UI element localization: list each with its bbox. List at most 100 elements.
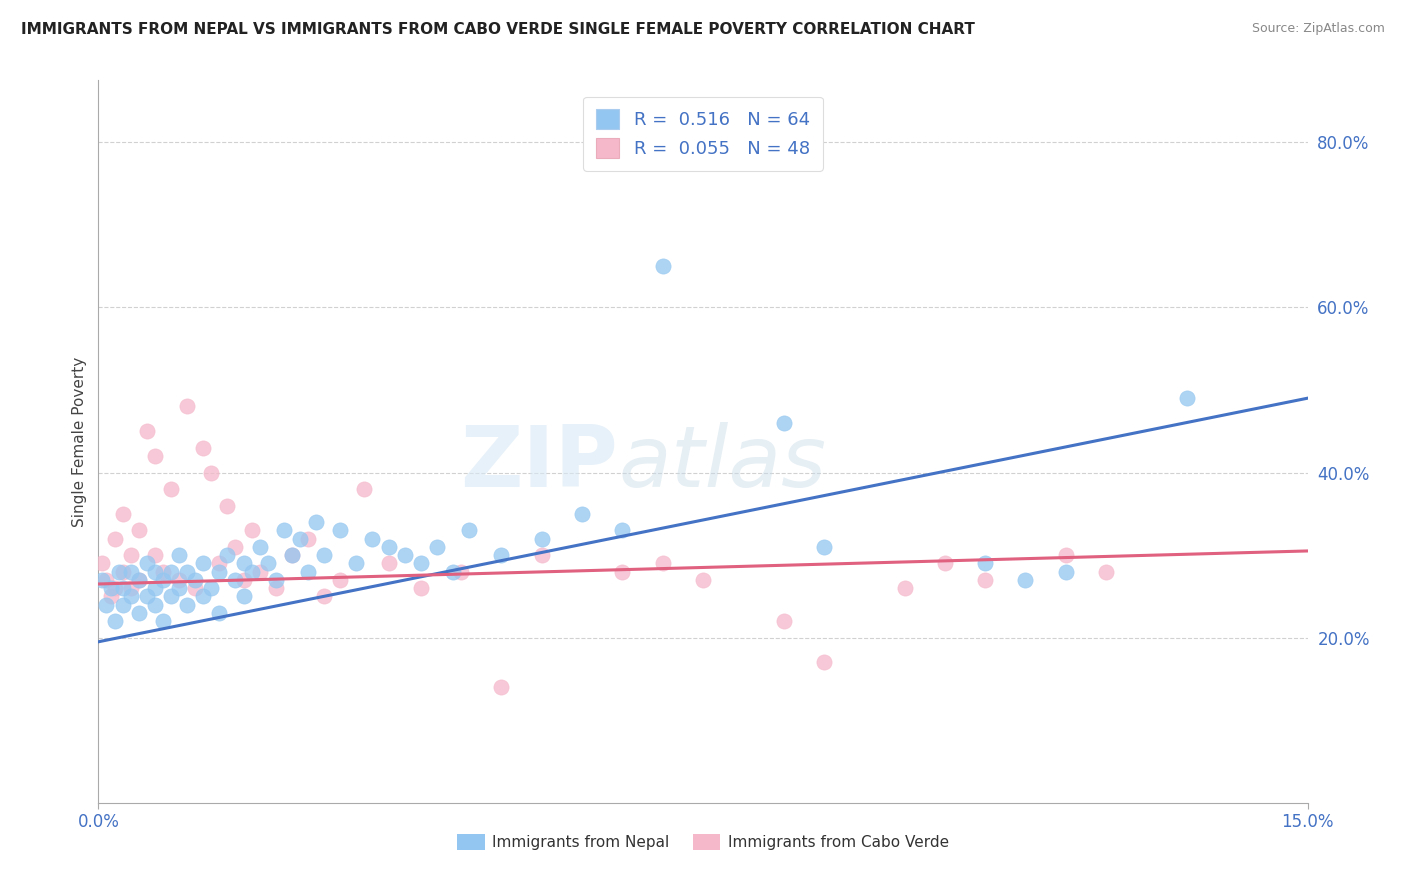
Point xyxy=(772,416,794,430)
Point xyxy=(288,532,311,546)
Point xyxy=(612,565,634,579)
Point xyxy=(974,573,997,587)
Point xyxy=(651,259,673,273)
Point xyxy=(143,565,166,579)
Point xyxy=(692,573,714,587)
Point xyxy=(111,565,134,579)
Point xyxy=(530,532,553,546)
Point xyxy=(297,565,319,579)
Point xyxy=(249,565,271,579)
Point xyxy=(96,598,118,612)
Point xyxy=(314,548,336,562)
Point xyxy=(1175,391,1198,405)
Point xyxy=(143,598,166,612)
Point xyxy=(167,581,190,595)
Point xyxy=(329,573,352,587)
Point xyxy=(232,573,254,587)
Text: atlas: atlas xyxy=(619,422,827,505)
Point xyxy=(91,573,114,587)
Point xyxy=(107,565,129,579)
Point xyxy=(571,507,593,521)
Point xyxy=(128,573,150,587)
Point xyxy=(143,581,166,595)
Point xyxy=(143,449,166,463)
Point xyxy=(256,557,278,571)
Point xyxy=(120,548,142,562)
Point xyxy=(184,581,207,595)
Point xyxy=(217,548,239,562)
Point xyxy=(160,590,183,604)
Point xyxy=(176,598,198,612)
Point xyxy=(111,507,134,521)
Point xyxy=(1095,565,1118,579)
Point xyxy=(176,400,198,414)
Text: IMMIGRANTS FROM NEPAL VS IMMIGRANTS FROM CABO VERDE SINGLE FEMALE POVERTY CORREL: IMMIGRANTS FROM NEPAL VS IMMIGRANTS FROM… xyxy=(21,22,974,37)
Point xyxy=(353,482,375,496)
Point xyxy=(193,441,215,455)
Point xyxy=(224,573,246,587)
Point xyxy=(232,590,254,604)
Point xyxy=(491,680,513,694)
Point xyxy=(128,524,150,538)
Point xyxy=(240,524,263,538)
Point xyxy=(409,581,432,595)
Point xyxy=(135,424,157,438)
Point xyxy=(772,614,794,628)
Point xyxy=(208,606,231,620)
Point xyxy=(120,581,142,595)
Point xyxy=(361,532,384,546)
Point xyxy=(152,565,174,579)
Point xyxy=(111,581,134,595)
Point xyxy=(103,614,125,628)
Y-axis label: Single Female Poverty: Single Female Poverty xyxy=(72,357,87,526)
Point xyxy=(249,540,271,554)
Point xyxy=(200,466,222,480)
Point xyxy=(160,482,183,496)
Point xyxy=(184,573,207,587)
Point xyxy=(458,524,481,538)
Point xyxy=(91,557,114,571)
Point xyxy=(103,532,125,546)
Point xyxy=(167,548,190,562)
Point xyxy=(377,557,399,571)
Point xyxy=(426,540,449,554)
Point xyxy=(193,557,215,571)
Point xyxy=(96,573,118,587)
Text: ZIP: ZIP xyxy=(461,422,619,505)
Point xyxy=(208,557,231,571)
Point xyxy=(135,590,157,604)
Point xyxy=(240,565,263,579)
Point xyxy=(200,581,222,595)
Point xyxy=(441,565,464,579)
Point xyxy=(450,565,472,579)
Point xyxy=(974,557,997,571)
Point xyxy=(394,548,416,562)
Point xyxy=(128,606,150,620)
Point xyxy=(491,548,513,562)
Point xyxy=(1054,548,1077,562)
Point xyxy=(100,581,122,595)
Point xyxy=(813,656,835,670)
Point xyxy=(651,557,673,571)
Point xyxy=(344,557,367,571)
Point xyxy=(128,573,150,587)
Point xyxy=(160,565,183,579)
Point xyxy=(377,540,399,554)
Point xyxy=(232,557,254,571)
Legend: Immigrants from Nepal, Immigrants from Cabo Verde: Immigrants from Nepal, Immigrants from C… xyxy=(451,829,955,856)
Point xyxy=(135,557,157,571)
Point xyxy=(152,573,174,587)
Point xyxy=(1014,573,1036,587)
Point xyxy=(273,524,295,538)
Point xyxy=(120,590,142,604)
Point xyxy=(409,557,432,571)
Point xyxy=(193,590,215,604)
Point xyxy=(217,499,239,513)
Point xyxy=(167,573,190,587)
Point xyxy=(100,590,122,604)
Point xyxy=(264,581,287,595)
Point xyxy=(224,540,246,554)
Point xyxy=(305,515,328,529)
Point xyxy=(281,548,304,562)
Point xyxy=(120,565,142,579)
